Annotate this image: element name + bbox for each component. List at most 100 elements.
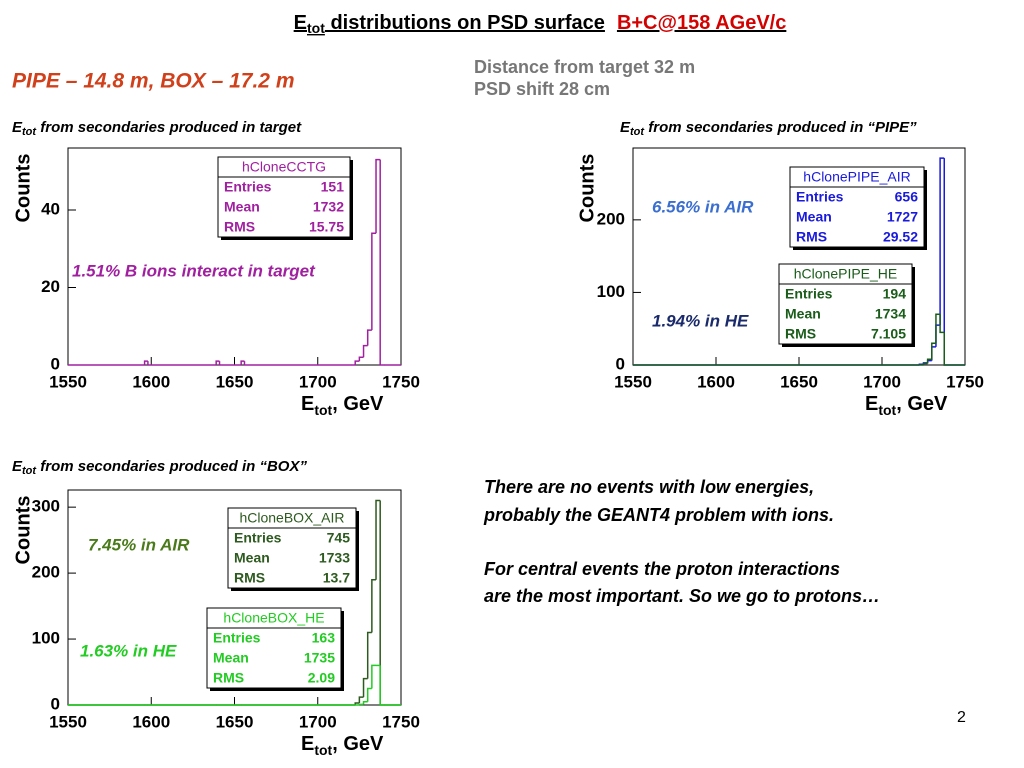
stat-label: Mean <box>785 306 821 322</box>
annotation: 1.94% in HE <box>652 311 749 330</box>
x-label-main: E <box>301 733 314 755</box>
histogram-bin <box>354 360 360 365</box>
y-tick-label: 100 <box>32 629 60 648</box>
histogram-bin <box>366 687 372 702</box>
stat-label: Mean <box>213 650 249 666</box>
histogram-bin <box>218 361 242 366</box>
x-tick-label: 1750 <box>382 372 420 391</box>
stat-value: 29.52 <box>883 229 918 245</box>
annotation: 7.45% in AIR <box>88 535 190 554</box>
x-tick-label: 1700 <box>299 712 337 731</box>
chart-title: Etot from secondaries produced in target <box>12 119 302 138</box>
y-tick-label: 300 <box>32 497 60 516</box>
x-label-sub: tot <box>878 402 896 418</box>
stat-box-title: hClonePIPE_HE <box>794 266 898 282</box>
stat-label: RMS <box>213 670 244 686</box>
stat-value: 7.105 <box>871 326 906 342</box>
histogram-bin <box>362 700 368 705</box>
histogram-bin <box>358 356 364 362</box>
x-tick-label: 1750 <box>382 712 420 731</box>
histogram-bin <box>371 664 377 689</box>
x-tick-label: 1700 <box>863 372 901 391</box>
stat-box <box>217 156 351 238</box>
stat-value: 656 <box>895 189 919 205</box>
stat-label: Entries <box>785 286 833 302</box>
y-tick-label: 100 <box>597 282 625 301</box>
y-tick-label: 200 <box>597 209 625 228</box>
stat-box <box>778 263 913 345</box>
stat-box <box>789 166 925 248</box>
histogram-bin <box>931 342 936 360</box>
stat-label: RMS <box>796 229 827 245</box>
distance: Distance from target 32 m <box>474 57 695 77</box>
stat-value: 151 <box>321 179 345 195</box>
histogram-bin <box>143 360 148 365</box>
stat-value: 194 <box>883 286 907 302</box>
y-tick-label: 40 <box>41 199 60 218</box>
x-label-main: E <box>301 393 314 415</box>
histogram-bin <box>243 361 352 366</box>
stat-value: 163 <box>312 630 336 646</box>
x-label-rest: , GeV <box>332 393 384 415</box>
histogram-bin <box>366 631 372 679</box>
title-sub: tot <box>307 20 325 36</box>
x-tick-label: 1550 <box>49 712 87 731</box>
histogram-bin <box>147 361 217 366</box>
stat-label: Mean <box>234 550 270 566</box>
stat-label: RMS <box>224 219 255 235</box>
x-label-sub: tot <box>314 402 332 418</box>
histogram-bin <box>939 157 945 326</box>
title-sub: tot <box>22 126 37 138</box>
stat-value: 1735 <box>304 650 335 666</box>
y-tick-label: 0 <box>51 354 60 373</box>
y-axis-label: Counts <box>12 496 34 565</box>
histogram-bin <box>371 232 377 331</box>
page-number: 2 <box>957 709 966 726</box>
x-label-sub: tot <box>314 742 332 758</box>
stat-value: 2.09 <box>308 670 335 686</box>
histogram-bin <box>379 665 385 706</box>
histogram-bin <box>371 578 377 633</box>
y-tick-label: 0 <box>51 694 60 713</box>
x-label-rest: , GeV <box>332 733 384 755</box>
title-sub: tot <box>22 465 37 477</box>
annotation: 6.56% in AIR <box>652 197 754 216</box>
title-rest: distributions on PSD surface <box>325 12 605 34</box>
title-main: E <box>12 119 23 136</box>
stat-value: 1732 <box>313 199 344 215</box>
annotation: 1.51% B ions interact in target <box>72 261 316 280</box>
x-axis-label: Etot, GeV <box>301 733 384 757</box>
y-axis-label: Counts <box>576 154 598 223</box>
distance: PSD shift 28 cm <box>474 79 610 99</box>
x-tick-label: 1550 <box>49 372 87 391</box>
stat-box-title: hCloneCCTG <box>242 159 326 175</box>
y-axis-label: Counts <box>12 154 34 223</box>
x-tick-label: 1650 <box>780 372 818 391</box>
y-tick-label: 0 <box>616 354 625 373</box>
x-tick-label: 1650 <box>216 712 254 731</box>
title-highlight: B+C@158 AGeV/c <box>617 12 786 34</box>
stat-box-title: hCloneBOX_HE <box>223 610 324 626</box>
x-label-rest: , GeV <box>896 393 948 415</box>
stat-label: Entries <box>213 630 261 646</box>
stat-label: RMS <box>234 570 265 586</box>
note: For central events the proton interactio… <box>484 559 840 579</box>
histogram-bin <box>379 159 385 366</box>
stat-value: 1727 <box>887 209 918 225</box>
histogram-bin <box>375 499 381 580</box>
setup: PIPE – 14.8 m, BOX – 17.2 m <box>12 70 295 93</box>
note: are the most important. So we go to prot… <box>484 586 880 606</box>
stat-box-title: hCloneBOX_AIR <box>239 510 344 526</box>
title-rest: from secondaries produced in target <box>36 119 302 136</box>
histogram-bin <box>926 358 932 364</box>
y-tick-label: 20 <box>41 277 60 296</box>
stat-value: 15.75 <box>309 219 344 235</box>
title-rest: from secondaries produced in “BOX” <box>36 458 307 475</box>
x-label-main: E <box>865 393 878 415</box>
chart-title: Etot from secondaries produced in “BOX” <box>12 458 307 477</box>
stat-label: RMS <box>785 326 816 342</box>
x-axis-label: Etot, GeV <box>301 393 384 417</box>
slide-title: Etot distributions on PSD surface B+C@158… <box>294 12 787 35</box>
y-tick-label: 200 <box>32 563 60 582</box>
chart-title: Etot from secondaries produced in “PIPE” <box>620 119 917 138</box>
